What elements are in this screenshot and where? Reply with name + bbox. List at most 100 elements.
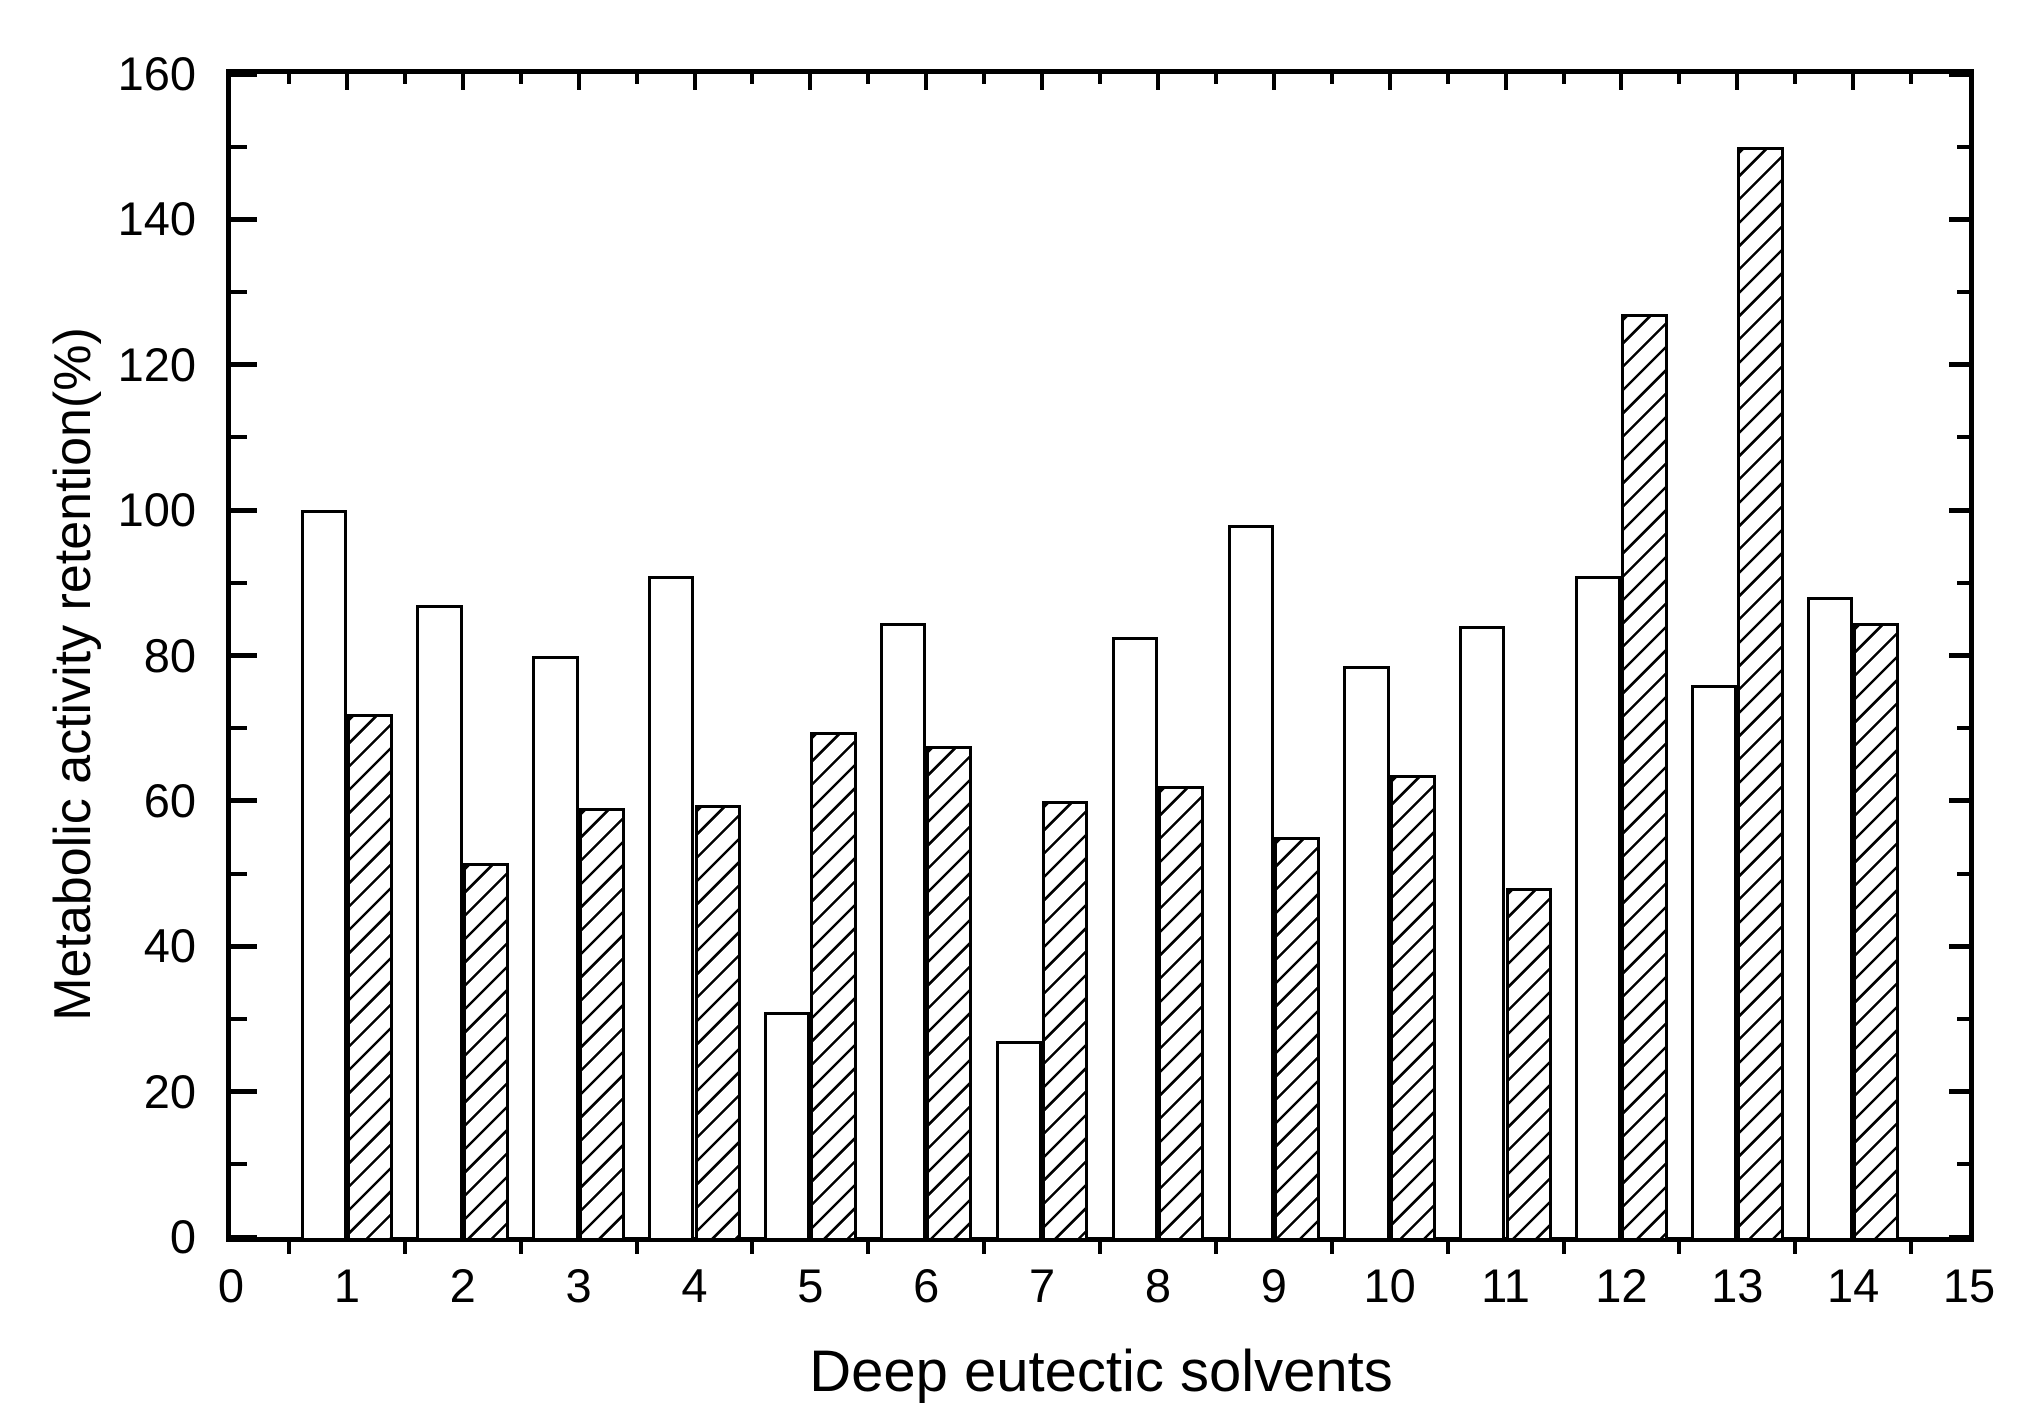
x-tick-label: 0 xyxy=(217,1259,245,1312)
x-minor-tick xyxy=(866,1241,871,1254)
x-tick-label: 9 xyxy=(1260,1259,1287,1312)
y-major-tick-mirror xyxy=(1949,653,1969,658)
x-minor-tick xyxy=(1098,1241,1102,1254)
y-major-tick-mirror xyxy=(1949,216,1969,222)
x-top-tick xyxy=(1619,74,1624,90)
bar-hatched-3 xyxy=(578,808,625,1241)
x-tick-label: 14 xyxy=(1826,1259,1880,1312)
plot-area xyxy=(226,69,1974,1242)
x-minor-tick xyxy=(1561,1241,1566,1254)
x-top-tick xyxy=(634,74,639,84)
y-major-tick xyxy=(231,1089,257,1095)
y-major-tick-mirror xyxy=(1949,507,1969,513)
y-major-tick xyxy=(231,507,257,513)
y-tick-label: 160 xyxy=(117,47,196,100)
y-minor-tick-mirror xyxy=(1957,1016,1969,1021)
x-axis-title: Deep eutectic solvents xyxy=(809,1339,1393,1404)
y-minor-tick-mirror xyxy=(1957,871,1969,876)
y-minor-tick-mirror xyxy=(1957,144,1969,149)
x-top-tick xyxy=(1387,74,1392,90)
x-top-tick xyxy=(1735,74,1740,90)
x-top-tick xyxy=(1040,74,1045,90)
x-top-tick xyxy=(518,74,523,84)
x-top-tick xyxy=(1909,74,1914,84)
y-minor-tick xyxy=(231,871,247,876)
x-minor-tick xyxy=(1213,1241,1218,1254)
x-minor-tick xyxy=(750,1241,755,1254)
bar-open-8 xyxy=(1111,637,1158,1241)
x-top-tick xyxy=(1851,74,1856,90)
x-tick-label: 4 xyxy=(681,1259,708,1312)
y-minor-tick-mirror xyxy=(1957,435,1969,440)
bar-open-10 xyxy=(1343,666,1390,1241)
bar-open-3 xyxy=(532,655,579,1241)
x-minor-tick xyxy=(1909,1241,1914,1254)
y-major-tick-mirror xyxy=(1949,1089,1969,1095)
x-tick-label: 7 xyxy=(1029,1259,1056,1312)
x-top-tick xyxy=(344,74,349,90)
x-tick-label: 2 xyxy=(449,1259,476,1312)
x-top-tick xyxy=(1155,74,1160,90)
y-minor-tick xyxy=(231,1016,247,1021)
bar-open-6 xyxy=(879,622,927,1241)
x-top-tick xyxy=(1445,74,1450,84)
x-minor-tick xyxy=(634,1241,639,1254)
y-minor-tick xyxy=(231,290,247,295)
bar-hatched-8 xyxy=(1157,786,1205,1241)
x-tick-label: 11 xyxy=(1481,1259,1530,1312)
x-minor-tick xyxy=(1677,1241,1682,1254)
y-major-tick-mirror xyxy=(1949,71,1969,77)
y-tick-label: 60 xyxy=(143,773,196,827)
y-major-tick-mirror xyxy=(1949,798,1969,804)
y-major-tick-mirror xyxy=(1949,1234,1969,1240)
y-minor-tick xyxy=(231,435,247,440)
y-major-tick xyxy=(231,216,257,222)
y-minor-tick-mirror xyxy=(1957,1162,1969,1167)
bar-hatched-9 xyxy=(1273,837,1321,1241)
y-major-tick-mirror xyxy=(1949,943,1969,949)
x-top-tick xyxy=(808,74,813,90)
x-tick-label: 6 xyxy=(913,1259,940,1312)
bar-hatched-14 xyxy=(1853,622,1900,1241)
bar-hatched-4 xyxy=(694,804,741,1241)
x-minor-tick xyxy=(1329,1241,1334,1254)
y-minor-tick xyxy=(231,580,247,585)
bar-hatched-13 xyxy=(1737,146,1784,1241)
bar-hatched-7 xyxy=(1042,800,1089,1241)
bar-open-13 xyxy=(1690,684,1738,1241)
x-tick-label: 8 xyxy=(1144,1259,1171,1312)
x-top-tick xyxy=(692,74,697,90)
y-tick-label: 0 xyxy=(169,1210,196,1263)
x-minor-tick xyxy=(402,1241,407,1254)
x-top-tick xyxy=(1098,74,1102,84)
x-top-tick xyxy=(1677,74,1682,84)
x-tick-label: 10 xyxy=(1363,1259,1416,1312)
x-tick-label: 5 xyxy=(797,1259,824,1312)
y-tick-label: 80 xyxy=(143,628,196,682)
y-minor-tick-mirror xyxy=(1957,290,1969,295)
x-top-tick xyxy=(866,74,871,84)
x-tick-label: 15 xyxy=(1942,1259,1996,1312)
x-tick-label: 1 xyxy=(333,1259,360,1312)
y-minor-tick xyxy=(231,1162,247,1167)
x-top-tick xyxy=(1271,74,1276,90)
y-tick-label: 20 xyxy=(143,1064,196,1118)
bar-hatched-10 xyxy=(1389,775,1436,1241)
x-top-tick xyxy=(1213,74,1218,84)
x-tick-label: 3 xyxy=(565,1259,592,1312)
bar-open-7 xyxy=(995,1040,1042,1241)
y-major-tick-mirror xyxy=(1949,362,1969,368)
bar-open-1 xyxy=(300,510,347,1241)
x-tick-label: 12 xyxy=(1595,1259,1648,1312)
y-tick-label: 120 xyxy=(117,337,196,391)
x-top-tick xyxy=(982,74,987,84)
y-major-tick xyxy=(231,362,257,368)
y-tick-label: 100 xyxy=(117,483,196,537)
x-minor-tick xyxy=(518,1241,523,1254)
y-minor-tick-mirror xyxy=(1957,580,1969,585)
y-minor-tick xyxy=(231,144,247,149)
y-major-tick xyxy=(231,943,257,949)
bar-open-5 xyxy=(764,1011,811,1241)
bar-hatched-5 xyxy=(810,731,857,1241)
x-top-tick xyxy=(1561,74,1566,84)
